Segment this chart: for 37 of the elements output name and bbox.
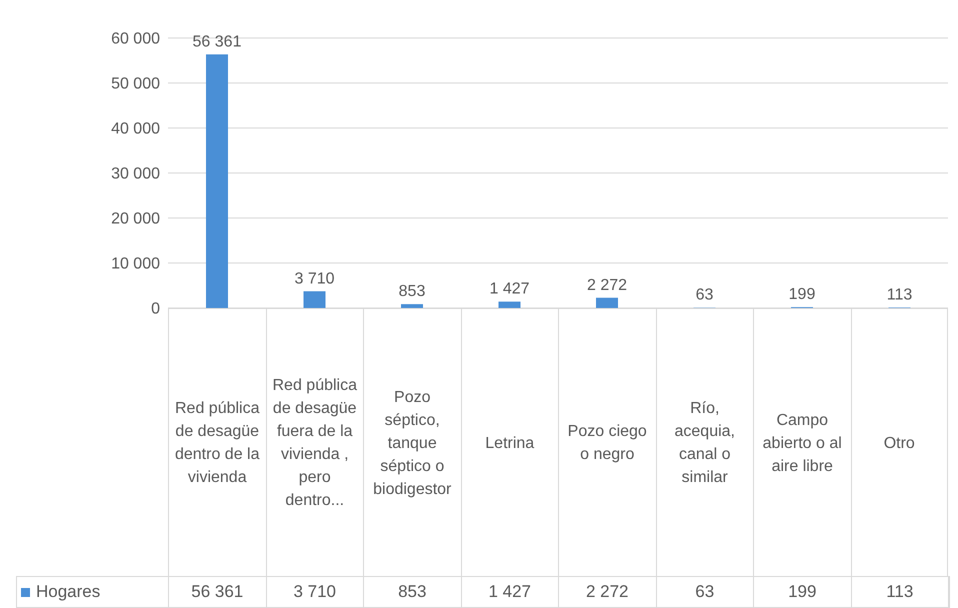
- text: 853: [398, 283, 426, 300]
- legend-label: Hogares: [36, 582, 100, 602]
- text: 2 272: [586, 276, 628, 294]
- y-tick-label: 50 000: [111, 76, 160, 93]
- x-tick-label: Pozo séptico, tanque séptico o biodigestor: [363, 309, 460, 577]
- text: 56 361: [192, 33, 242, 50]
- bar: [304, 291, 326, 308]
- text: 63: [696, 286, 714, 304]
- x-tick-label: Red pública de desagüe dentro de la vivienda: [168, 309, 266, 577]
- bar: [498, 302, 520, 308]
- y-tick-label: 10 000: [111, 256, 160, 273]
- x-tick-label: Río, acequia, canal o similar: [656, 309, 753, 577]
- y-tick-label: 0: [151, 300, 160, 318]
- y-tick-label: 60 000: [111, 30, 160, 48]
- data-label: 3 710: [266, 577, 364, 607]
- x-tick-label: Pozo ciego o negro: [558, 309, 656, 577]
- text: 1 427: [489, 280, 530, 298]
- y-tick-label: 30 000: [111, 166, 160, 183]
- bar: [596, 298, 618, 308]
- data-label: 63: [656, 577, 754, 607]
- text: 3 710: [294, 270, 335, 288]
- data-label: 2 272: [559, 577, 656, 607]
- data-label: 1 427: [462, 577, 559, 607]
- x-tick-label: Otro: [850, 309, 948, 577]
- data-label: 113: [852, 577, 949, 607]
- bar: [206, 54, 228, 308]
- x-tick-label: Letrina: [460, 309, 558, 577]
- x-tick-label: Red pública de desagüe fuera de la vivienda , pero dentro...: [266, 309, 363, 577]
- data-label: 199: [754, 577, 852, 607]
- y-tick-label: 20 000: [111, 210, 160, 228]
- text: 199: [788, 286, 816, 304]
- data-label: 853: [364, 577, 462, 607]
- data-label: 56 361: [169, 577, 266, 607]
- x-tick-label: Campo abierto o al aire libre: [753, 309, 850, 577]
- y-tick-label: 40 000: [111, 120, 160, 138]
- text: 113: [886, 286, 912, 304]
- bar: [401, 304, 423, 308]
